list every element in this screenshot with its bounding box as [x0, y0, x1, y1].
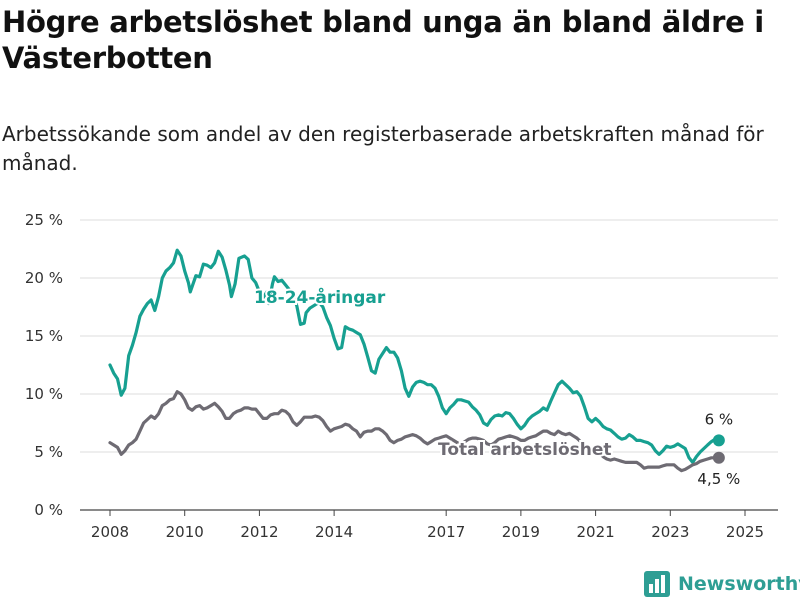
line-chart: 0 %5 %10 %15 %20 %25 % 2008 2010 2012 2014 2… [25, 211, 778, 541]
y-axis-ticks: 0 % 5 % 10 % 15 % 20 % 25 % [25, 211, 63, 519]
y-tick-label: 25 % [25, 211, 63, 229]
series-end-point-youth [712, 434, 725, 447]
newsworthy-brand[interactable]: Newsworthy [644, 568, 800, 600]
y-tick-label: 15 % [25, 327, 63, 345]
y-tick-label: 20 % [25, 269, 63, 287]
x-tick-label: 2023 [651, 523, 689, 541]
series-label-total: Total arbetslöshet [438, 440, 612, 460]
x-tick-label: 2019 [502, 523, 540, 541]
x-tick-label: 2012 [240, 523, 278, 541]
y-tick-label: 5 % [34, 443, 63, 461]
chart-title: Högre arbetslöshet bland unga än bland ä… [2, 5, 764, 75]
series-lines [108, 248, 725, 473]
brand-name: Newsworthy [678, 573, 800, 595]
series-end-point-total [712, 451, 725, 464]
x-tick-label: 2010 [166, 523, 204, 541]
chart-subtitle: Arbetssökande som andel av den registerb… [2, 122, 764, 175]
series-label-youth: 18-24-åringar [254, 286, 386, 308]
gridlines [80, 219, 778, 511]
series-end-value-total: 4,5 % [697, 470, 740, 488]
x-tick-label: 2021 [576, 523, 614, 541]
series-labels: 18-24-åringar 6 % Total arbetslöshet 4,5 % [252, 284, 742, 490]
y-tick-label: 10 % [25, 385, 63, 403]
x-tick-label: 2025 [726, 523, 764, 541]
y-tick-label: 0 % [34, 501, 63, 519]
x-tick-label: 2008 [91, 523, 129, 541]
series-line-youth [108, 248, 721, 464]
x-tick-label: 2017 [427, 523, 465, 541]
series-end-value-youth: 6 % [705, 410, 734, 428]
x-axis: 2008 2010 2012 2014 2017 2019 2021 2023 2025 [91, 510, 764, 541]
x-tick-label: 2014 [315, 523, 353, 541]
bar-chart-logo-icon [644, 571, 670, 597]
series-line-total [108, 390, 721, 473]
